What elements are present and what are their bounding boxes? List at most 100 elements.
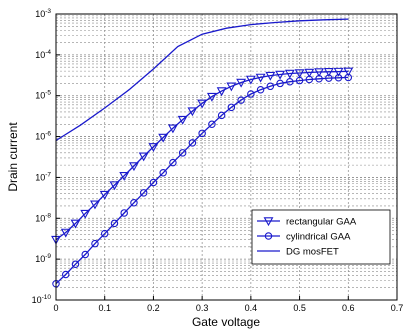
y-tick-base: 10 [35,50,45,60]
data-point-rectangular-gaa [99,190,110,200]
x-tick-label: 0.2 [147,303,160,313]
data-point-rectangular-gaa [90,200,100,210]
data-point-rectangular-gaa [187,107,198,117]
y-tick-exponent: -7 [45,171,51,178]
data-point-cylindrical-gaa [217,111,226,120]
series-layer [51,18,354,288]
data-point-rectangular-gaa [323,68,334,77]
data-point-rectangular-gaa [255,73,266,83]
data-point-cylindrical-gaa [130,199,138,207]
data-point-rectangular-gaa [70,219,81,229]
y-tick-exponent: -3 [45,8,51,15]
data-point-cylindrical-gaa [61,270,70,279]
y-tick-exponent: -5 [45,90,51,97]
data-point-cylindrical-gaa [256,85,265,94]
y-tick-base: 10 [35,132,45,142]
series-dg-mosfet [55,18,349,142]
data-point-cylindrical-gaa [100,229,109,238]
y-tick-exponent: -10 [42,294,52,301]
x-tick-label: 0 [53,303,58,313]
data-point-rectangular-gaa [304,68,315,78]
y-tick-label: 10-10 [32,294,52,305]
y-tick-exponent: -6 [45,131,51,138]
data-point-cylindrical-gaa [295,76,304,85]
data-point-cylindrical-gaa [81,250,89,259]
data-point-rectangular-gaa [148,143,159,152]
legend-marker-rectangular-gaa [263,217,274,227]
y-tick-label: 10-5 [35,90,51,101]
data-point-rectangular-gaa [343,67,354,77]
data-point-rectangular-gaa [80,209,91,219]
x-axis-label: Gate voltage [192,315,260,329]
data-point-rectangular-gaa [236,78,247,88]
data-point-rectangular-gaa [226,82,237,92]
data-point-cylindrical-gaa [325,74,333,82]
series-line-dg-mosfet [55,18,349,142]
legend-marker-cylindrical-gaa [264,232,273,240]
data-point-rectangular-gaa [119,171,130,181]
y-tick-label: 10-3 [35,8,51,19]
data-point-cylindrical-gaa [334,74,343,82]
x-tick-label: 0.5 [293,303,306,313]
data-point-rectangular-gaa [284,69,295,79]
data-point-rectangular-gaa [129,162,139,172]
data-point-rectangular-gaa [245,75,256,85]
y-tick-base: 10 [32,295,42,305]
y-tick-label: 10-9 [35,253,51,264]
y-tick-label: 10-8 [35,212,51,223]
data-point-rectangular-gaa [275,70,286,80]
data-point-rectangular-gaa [265,71,276,81]
series-line-cylindrical-gaa [55,76,349,285]
data-point-rectangular-gaa [60,228,71,238]
legend-label-dg-mosfet: DG mosFET [286,247,339,258]
data-point-cylindrical-gaa [286,77,294,86]
data-point-rectangular-gaa [314,68,324,78]
y-tick-label: 10-7 [35,171,51,182]
legend-label-rectangular-gaa: rectangular GAA [286,217,357,228]
y-tick-exponent: -9 [45,253,51,260]
data-point-cylindrical-gaa [188,139,197,147]
data-point-cylindrical-gaa [178,149,187,157]
data-point-cylindrical-gaa [247,90,255,98]
data-point-rectangular-gaa [167,124,178,134]
plot-frame [55,13,398,301]
series-line-rectangular-gaa [55,70,349,241]
x-tick-label: 0.6 [342,303,355,313]
data-point-cylindrical-gaa [120,209,128,217]
data-point-rectangular-gaa [216,87,227,97]
series-rectangular-gaa [51,67,354,245]
y-tick-base: 10 [35,213,45,223]
data-point-cylindrical-gaa [344,73,353,82]
y-tick-base: 10 [35,91,45,101]
data-point-rectangular-gaa [197,99,208,109]
data-point-rectangular-gaa [109,181,120,191]
data-point-cylindrical-gaa [91,239,99,248]
data-point-cylindrical-gaa [71,260,80,268]
x-tick-label: 0.3 [196,303,209,313]
data-point-cylindrical-gaa [208,120,216,129]
data-point-cylindrical-gaa [305,75,314,84]
y-axis-label: Drain current [6,122,20,192]
data-point-cylindrical-gaa [276,79,284,88]
y-tick-label: 10-6 [35,131,51,142]
data-point-cylindrical-gaa [159,169,167,177]
legend: rectangular GAA cylindrical GAA DG mosFET [251,209,391,265]
x-tick-label: 0.4 [245,303,258,313]
y-tick-exponent: -8 [45,212,51,219]
data-point-cylindrical-gaa [315,75,323,83]
y-tick-base: 10 [35,9,45,19]
y-tick-exponent: -4 [45,49,51,56]
data-point-rectangular-gaa [206,92,217,102]
data-point-cylindrical-gaa [110,219,119,228]
data-point-cylindrical-gaa [237,96,245,104]
axes: 0 0.1 0.2 0.3 0.4 0.5 0.6 0.710-1010-910-810-71… [32,8,404,313]
data-point-rectangular-gaa [138,152,149,162]
data-point-cylindrical-gaa [169,158,177,167]
data-point-cylindrical-gaa [139,189,148,197]
data-point-cylindrical-gaa [149,178,158,187]
series-cylindrical-gaa [52,73,353,288]
data-point-cylindrical-gaa [227,103,236,112]
x-tick-label: 0.1 [98,303,111,313]
data-point-rectangular-gaa [177,115,188,125]
